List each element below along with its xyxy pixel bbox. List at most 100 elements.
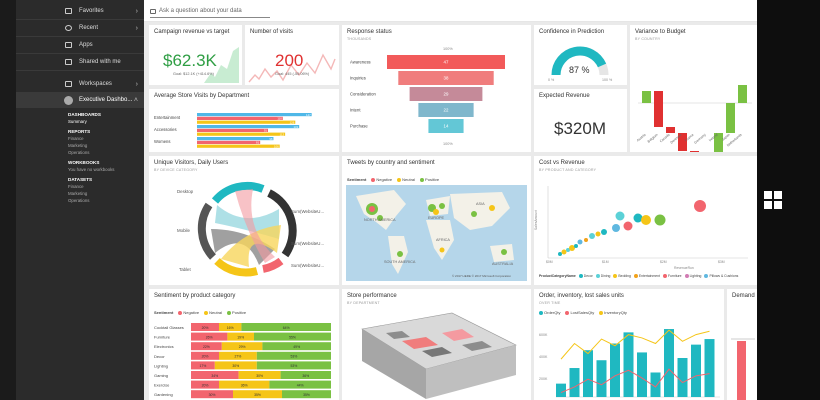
avg-store-bar-1-2[interactable] — [197, 132, 286, 136]
legend-item-bedding[interactable]: Bedding — [613, 274, 631, 279]
variance-bar-0[interactable] — [642, 91, 651, 103]
report-operations-link[interactable]: Operations — [68, 150, 90, 155]
sentiment-bar-5-0[interactable] — [191, 371, 239, 379]
sentiment-bar-3-2[interactable] — [256, 351, 331, 360]
tile-confidence-in-prediction[interactable]: Confidence in Prediction 87 % 0 % 100 % — [534, 25, 627, 85]
point-10[interactable] — [601, 229, 607, 235]
point-11[interactable] — [612, 224, 620, 232]
legend-item-neutral[interactable]: Neutral — [397, 177, 415, 182]
funnel-bar-2[interactable] — [409, 87, 483, 101]
point-7[interactable] — [584, 238, 588, 242]
dataset-finance-link[interactable]: Finance — [68, 184, 84, 189]
funnel-bar-4[interactable] — [428, 119, 464, 133]
dashboard-summary-link[interactable]: Summary — [68, 119, 87, 124]
zone-red-2[interactable] — [442, 329, 474, 341]
point-12[interactable] — [615, 211, 625, 221]
variance-bar-2[interactable] — [666, 127, 675, 133]
avg-store-bar-2-1[interactable] — [197, 140, 261, 144]
legend-item-furniture[interactable]: Furniture — [662, 274, 682, 279]
tile-cost-vs-revenue[interactable]: Cost vs Revenue BY PRODUCT AND CATEGORY … — [534, 156, 757, 285]
legend-item-neutral[interactable]: Neutral — [204, 310, 222, 315]
tweets-world-map[interactable] — [342, 156, 531, 285]
sentiment-bar-0-2[interactable] — [241, 323, 331, 331]
sentiment-bar-4-2[interactable] — [256, 361, 331, 370]
point-15[interactable] — [641, 215, 651, 225]
legend-item-orderqty[interactable]: OrderQty — [539, 310, 560, 315]
order-bar-10[interactable] — [691, 344, 701, 397]
sentiment-bar-7-2[interactable] — [282, 390, 331, 399]
legend-item-negative[interactable]: Negative — [178, 310, 199, 315]
nav-active-workspace[interactable]: Executive Dashbo... ˄ — [16, 93, 144, 108]
avg-store-bar-2-2[interactable] — [197, 144, 280, 148]
point-3[interactable] — [566, 248, 570, 252]
sentiment-bar-0-0[interactable] — [191, 323, 219, 331]
sentiment-bar-2-2[interactable] — [262, 342, 331, 351]
avg-store-bar-0-2[interactable] — [197, 120, 296, 124]
tile-unique-visitors[interactable]: Unique Visitors, Daily Users BY DEVICE C… — [149, 156, 339, 285]
point-1[interactable] — [558, 252, 562, 256]
legend-item-positive[interactable]: Positive — [227, 310, 246, 315]
tile-demand[interactable]: Demand — [727, 289, 757, 400]
point-6[interactable] — [577, 239, 583, 245]
order-bar-4[interactable] — [610, 343, 620, 397]
windows-logo-icon[interactable] — [764, 191, 782, 209]
tile-store-performance[interactable]: Store performance BY DEPARTMENT — [342, 289, 531, 400]
bubble-south-africa[interactable] — [439, 247, 445, 253]
avg-store-bar-0-1[interactable] — [197, 116, 283, 120]
dataset-marketing-link[interactable]: Marketing — [68, 191, 88, 196]
point-14[interactable] — [633, 213, 643, 223]
bubble-us-south[interactable] — [377, 215, 383, 221]
order-bar-7[interactable] — [650, 372, 661, 397]
sentiment-bar-1-1[interactable] — [227, 332, 254, 341]
bubble-brazil[interactable] — [397, 251, 403, 257]
sentiment-bar-3-0[interactable] — [191, 351, 219, 360]
bubble-germany[interactable] — [439, 203, 445, 209]
sentiment-bar-1-0[interactable] — [191, 332, 228, 341]
sentiment-bar-5-2[interactable] — [280, 371, 331, 379]
store-floorplan-3d[interactable] — [342, 289, 531, 400]
order-bar-6[interactable] — [637, 352, 647, 397]
funnel-bar-3[interactable] — [418, 103, 474, 117]
sentiment-bar-0-1[interactable] — [219, 323, 242, 331]
report-marketing-link[interactable]: Marketing — [68, 143, 88, 148]
bubble-china[interactable] — [489, 205, 495, 211]
sentiment-bar-4-0[interactable] — [191, 361, 215, 370]
avg-store-bar-0-0[interactable] — [197, 113, 312, 117]
variance-bar-7[interactable] — [726, 103, 735, 133]
tile-order-inventory[interactable]: Order, inventory, lost sales units OVER … — [534, 289, 724, 400]
dataset-operations-link[interactable]: Operations — [68, 198, 90, 203]
variance-bar-3[interactable] — [678, 133, 687, 151]
bubble-india[interactable] — [471, 211, 477, 217]
funnel-bar-1[interactable] — [398, 71, 494, 85]
variance-bar-8[interactable] — [738, 85, 747, 103]
nav-workspaces[interactable]: Workspaces › — [16, 76, 144, 93]
point-9[interactable] — [595, 231, 601, 237]
sentiment-bar-3-1[interactable] — [219, 351, 257, 360]
legend-item-lostsalesqty[interactable]: LostSalesQty — [565, 310, 594, 315]
sentiment-bar-5-1[interactable] — [238, 371, 281, 379]
variance-bar-4[interactable] — [690, 151, 699, 152]
avg-store-bar-1-1[interactable] — [197, 128, 268, 132]
nav-shared-with-me[interactable]: Shared with me — [16, 54, 144, 71]
point-17[interactable] — [694, 200, 706, 212]
point-4[interactable] — [569, 245, 575, 251]
order-bar-11[interactable] — [704, 339, 715, 397]
tile-number-of-visits[interactable]: Number of visits 200 Goal: 445 (-55.06%) — [245, 25, 339, 85]
order-bar-5[interactable] — [623, 332, 634, 397]
order-bar-3[interactable] — [596, 360, 607, 397]
sentiment-bar-6-1[interactable] — [219, 380, 270, 389]
demand-bar[interactable] — [737, 341, 746, 400]
tile-campaign-revenue[interactable]: Campaign revenue vs target $62.3K Goal: … — [149, 25, 242, 85]
zone-red-1[interactable] — [402, 337, 438, 349]
funnel-bar-0[interactable] — [387, 55, 505, 69]
sentiment-bar-7-0[interactable] — [191, 390, 233, 399]
point-16[interactable] — [654, 214, 666, 226]
sentiment-bar-2-0[interactable] — [191, 342, 222, 351]
legend-item-positive[interactable]: Positive — [420, 177, 439, 182]
legend-item-negative[interactable]: Negative — [371, 177, 392, 182]
point-8[interactable] — [589, 233, 595, 239]
point-13[interactable] — [623, 221, 633, 231]
sentiment-bar-2-1[interactable] — [221, 342, 263, 351]
legend-item-entertainment[interactable]: Entertainment — [633, 274, 660, 279]
tile-expected-revenue[interactable]: Expected Revenue $320M — [534, 89, 627, 152]
